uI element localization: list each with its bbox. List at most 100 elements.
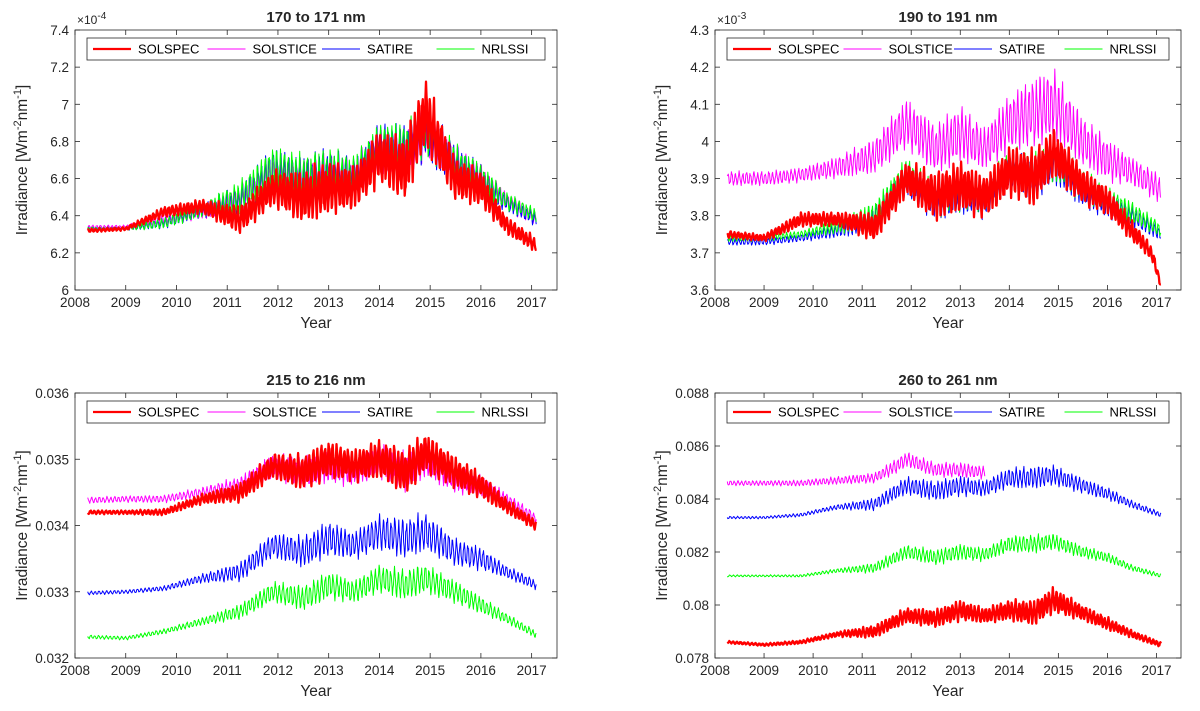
y-tick-label: 0.036 bbox=[35, 386, 69, 401]
legend-label-solspec: SOLSPEC bbox=[778, 42, 839, 57]
x-tick-label: 2008 bbox=[60, 295, 90, 310]
x-tick-label: 2017 bbox=[1141, 663, 1171, 678]
x-axis-label: Year bbox=[932, 683, 963, 700]
legend-label-solstice: SOLSTICE bbox=[253, 405, 318, 420]
x-tick-label: 2012 bbox=[896, 663, 926, 678]
x-tick-label: 2011 bbox=[213, 663, 242, 678]
y-tick-label: 0.084 bbox=[675, 492, 709, 507]
y-tick-label: 4.3 bbox=[690, 23, 709, 38]
y-tick-label: 0.032 bbox=[35, 651, 69, 666]
chart-title: 170 to 171 nm bbox=[266, 9, 365, 26]
legend-label-nrlssi: NRLSSI bbox=[1110, 405, 1157, 420]
legend-label-satire: SATIRE bbox=[367, 405, 413, 420]
series-line-nrlssi bbox=[87, 564, 537, 641]
legend-box bbox=[726, 400, 1170, 424]
y-tick-label: 6.6 bbox=[50, 172, 69, 187]
series-line-solspec bbox=[86, 436, 538, 531]
legend: SOLSPEC SOLSTICE SATIRE NRLSSI bbox=[726, 37, 1170, 61]
x-tick-label: 2009 bbox=[111, 295, 141, 310]
x-tick-label: 2015 bbox=[415, 663, 445, 678]
x-tick-label: 2011 bbox=[848, 295, 877, 310]
chart-title: 190 to 191 nm bbox=[898, 9, 997, 26]
x-tick-label: 2013 bbox=[945, 663, 975, 678]
x-tick-label: 2008 bbox=[60, 663, 90, 678]
y-tick-label: 0.078 bbox=[675, 651, 709, 666]
y-tick-label: 7.2 bbox=[50, 60, 69, 75]
x-tick-label: 2015 bbox=[415, 295, 445, 310]
series-line-satire bbox=[726, 464, 1162, 520]
x-tick-label: 2010 bbox=[161, 663, 191, 678]
x-tick-label: 2014 bbox=[994, 663, 1025, 678]
x-tick-label: 2013 bbox=[314, 663, 344, 678]
y-tick-label: 0.08 bbox=[683, 598, 709, 613]
x-tick-label: 2010 bbox=[798, 663, 828, 678]
y-tick-label: 0.082 bbox=[675, 545, 709, 560]
legend-box bbox=[86, 400, 546, 424]
x-tick-label: 2011 bbox=[848, 663, 877, 678]
series-line-satire bbox=[87, 512, 537, 596]
x-tick-label: 2017 bbox=[517, 663, 547, 678]
legend: SOLSPEC SOLSTICE SATIRE NRLSSI bbox=[726, 400, 1170, 424]
chart-panel-2: 2008 2009 2010 2011 2012 2013 2014 2015 2016 2017… bbox=[652, 9, 1182, 332]
y-tick-label: 6 bbox=[61, 283, 69, 298]
x-tick-label: 2014 bbox=[364, 295, 395, 310]
x-tick-label: 2016 bbox=[1092, 295, 1122, 310]
x-tick-label: 2016 bbox=[466, 663, 496, 678]
legend-label-solspec: SOLSPEC bbox=[138, 42, 199, 57]
y-tick-label: 0.034 bbox=[35, 519, 69, 534]
y-exponent-label: ×10-3 bbox=[717, 11, 747, 27]
x-tick-label: 2009 bbox=[749, 295, 779, 310]
legend-label-satire: SATIRE bbox=[367, 42, 413, 57]
y-axis-label: Irradiance [Wm-2nm-1] bbox=[652, 85, 671, 236]
axes-box bbox=[74, 29, 558, 291]
plot-area bbox=[75, 393, 557, 658]
y-tick-label: 3.6 bbox=[690, 283, 709, 298]
x-tick-label: 2012 bbox=[896, 295, 926, 310]
y-axis-label: Irradiance [Wm-2nm-1] bbox=[652, 450, 671, 601]
x-tick-label: 2015 bbox=[1043, 663, 1073, 678]
legend-label-solstice: SOLSTICE bbox=[889, 42, 954, 57]
x-tick-label: 2008 bbox=[700, 295, 730, 310]
y-tick-label: 0.035 bbox=[35, 452, 69, 467]
x-tick-label: 2008 bbox=[700, 663, 730, 678]
legend-label-satire: SATIRE bbox=[999, 405, 1045, 420]
x-tick-label: 2014 bbox=[994, 295, 1025, 310]
y-tick-label: 4 bbox=[701, 134, 709, 149]
y-tick-label: 0.086 bbox=[675, 439, 709, 454]
legend: SOLSPEC SOLSTICE SATIRE NRLSSI bbox=[86, 37, 546, 61]
y-tick-label: 3.9 bbox=[690, 172, 709, 187]
legend-box bbox=[726, 37, 1170, 61]
y-tick-label: 3.8 bbox=[690, 209, 709, 224]
x-tick-label: 2015 bbox=[1043, 295, 1073, 310]
chart-title: 260 to 261 nm bbox=[898, 372, 997, 389]
plot-area bbox=[715, 30, 1181, 290]
x-tick-label: 2010 bbox=[798, 295, 828, 310]
y-tick-label: 0.088 bbox=[675, 386, 709, 401]
series-line-solspec bbox=[726, 128, 1162, 286]
x-tick-label: 2016 bbox=[1092, 663, 1122, 678]
series-line-solstice bbox=[726, 452, 986, 487]
x-axis-label: Year bbox=[300, 315, 331, 332]
axes-box bbox=[714, 392, 1182, 659]
x-tick-label: 2010 bbox=[161, 295, 191, 310]
x-tick-label: 2011 bbox=[213, 295, 242, 310]
y-tick-label: 6.8 bbox=[50, 134, 69, 149]
x-tick-label: 2016 bbox=[466, 295, 496, 310]
y-tick-label: 7 bbox=[61, 97, 69, 112]
y-axis-label: Irradiance [Wm-2nm-1] bbox=[12, 85, 31, 236]
chart-title: 215 to 216 nm bbox=[266, 372, 365, 389]
y-tick-label: 7.4 bbox=[50, 23, 69, 38]
x-tick-label: 2013 bbox=[945, 295, 975, 310]
legend-label-nrlssi: NRLSSI bbox=[482, 42, 529, 57]
x-tick-label: 2012 bbox=[263, 663, 293, 678]
y-tick-label: 6.2 bbox=[50, 246, 69, 261]
legend-label-solspec: SOLSPEC bbox=[778, 405, 839, 420]
chart-panel-4: 2008 2009 2010 2011 2012 2013 2014 2015 2016 2017… bbox=[652, 372, 1182, 700]
y-tick-label: 4.1 bbox=[690, 97, 709, 112]
x-tick-label: 2009 bbox=[111, 663, 141, 678]
series-line-nrlssi bbox=[726, 533, 1162, 578]
y-tick-label: 3.7 bbox=[690, 246, 709, 261]
y-tick-label: 6.4 bbox=[50, 209, 69, 224]
axes-box bbox=[714, 29, 1182, 291]
